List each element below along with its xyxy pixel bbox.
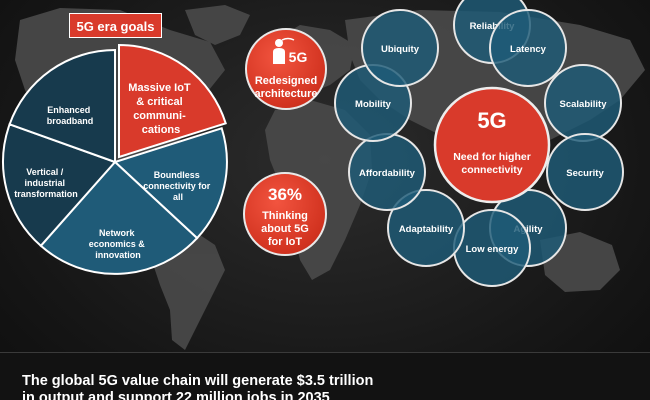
attribute-label: Reliability [470, 21, 516, 32]
hub-line-1: Need for higher [453, 151, 531, 163]
iot-percentage: 36% [267, 185, 303, 204]
attribute-latency: Latency [489, 9, 567, 87]
pie-slice-boundless [113, 127, 228, 240]
goals-title: 5G era goals [69, 13, 162, 38]
iot-line-1: Thinking [262, 210, 308, 222]
attribute-affordability: Affordability [348, 133, 426, 211]
attribute-label: Security [566, 168, 604, 179]
footer-banner: The global 5G value chain will generate … [0, 352, 650, 400]
footer-text: The global 5G value chain will generate … [22, 373, 442, 400]
attribute-label: Latency [510, 44, 547, 55]
slice-label-enhanced: Enhanced broadband [47, 105, 94, 126]
attribute-label: Agility [513, 224, 543, 235]
pie-slice-enhanced [8, 48, 116, 164]
iot-stat-circle: 36% Thinking about 5G for IoT [243, 172, 327, 256]
pie-slice-network [39, 160, 199, 275]
attribute-scalability: Scalability [544, 64, 622, 142]
attribute-low-energy: Low energy [453, 209, 531, 287]
attribute-label: Adaptability [399, 224, 454, 235]
footer-line-2: in output and support 22 million jobs in… [22, 390, 330, 400]
hub-circle: 5G Need for higher connectivity [433, 86, 551, 204]
pie-slice-massive-iot [118, 43, 227, 159]
slice-label-boundless: Boundless connectivity for all [143, 170, 213, 202]
redesigned-badge: 5G [289, 49, 308, 65]
footer-line-1: The global 5G value chain will generate … [22, 373, 374, 389]
attribute-security: Security [546, 133, 624, 211]
person-5g-icon: 5G [273, 37, 308, 65]
attribute-label: Scalability [560, 99, 608, 110]
redesigned-line-1: Redesigned [254, 75, 318, 87]
redesigned-line-2: architecture [254, 88, 318, 100]
iot-line-3: for IoT [267, 236, 303, 248]
attribute-ring: Reliability Latency Scalability Security Agi… [334, 0, 624, 287]
hub-line-2: connectivity [461, 164, 522, 176]
goals-pie: Massive IoT & critical communi- cations … [2, 43, 228, 275]
slice-label-vertical: Vertical / industrial transformation [14, 167, 78, 199]
attribute-label: Low energy [466, 244, 520, 255]
slice-label-massive-iot: Massive IoT & critical communi- cations [128, 82, 193, 136]
slice-label-network: Network economics & innovation [89, 228, 148, 260]
attribute-label: Affordability [359, 168, 416, 179]
pie-slice-vertical [2, 123, 117, 248]
attribute-label: Ubiquity [381, 44, 420, 55]
attribute-label: Mobility [355, 99, 392, 110]
redesigned-architecture-circle: 5G Redesigned architecture [245, 28, 327, 110]
hub-title: 5G [477, 108, 506, 133]
attribute-ubiquity: Ubiquity [361, 9, 439, 87]
iot-line-2: about 5G [261, 223, 309, 235]
attribute-adaptability: Adaptability [387, 189, 465, 267]
